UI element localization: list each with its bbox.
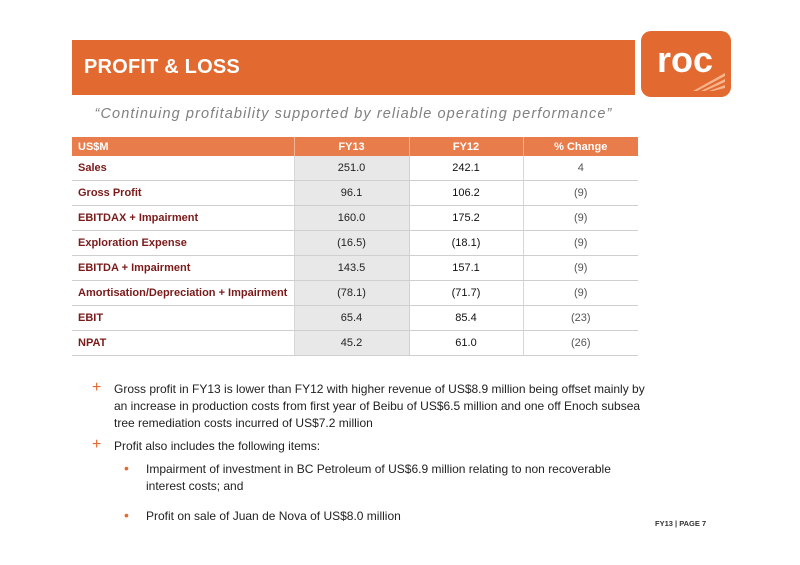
row-label: EBITDA + Impairment: [72, 255, 295, 281]
sub-bullet-juan-de-nova: • Profit on sale of Juan de Nova of US$8…: [124, 507, 652, 525]
table-row-amortisation: Amortisation/Depreciation + Impairment (…: [72, 280, 638, 306]
row-label: EBITDAX + Impairment: [72, 205, 295, 231]
fy13-value: 143.5: [294, 255, 410, 281]
fy12-value: 242.1: [409, 156, 524, 181]
table-row-gross-profit: Gross Profit 96.1 106.2 (9): [72, 180, 638, 206]
sub-bullet-text: Impairment of investment in BC Petroleum…: [146, 462, 611, 493]
table-row-exploration-expense: Exploration Expense (16.5) (18.1) (9): [72, 230, 638, 256]
change-value: (9): [523, 255, 638, 281]
column-header-change: % Change: [523, 137, 638, 156]
row-label: Gross Profit: [72, 180, 295, 206]
row-label: Exploration Expense: [72, 230, 295, 256]
table-row-ebit: EBIT 65.4 85.4 (23): [72, 305, 638, 331]
bullet-text: Gross profit in FY13 is lower than FY12 …: [114, 382, 645, 430]
sub-bullet-impairment: • Impairment of investment in BC Petrole…: [124, 460, 652, 495]
dot-bullet-icon: •: [124, 507, 129, 523]
fy12-value: 61.0: [409, 330, 524, 356]
change-value: (26): [523, 330, 638, 356]
sub-bullet-list: • Impairment of investment in BC Petrole…: [92, 460, 652, 525]
change-value: (9): [523, 230, 638, 256]
change-value: (9): [523, 180, 638, 206]
fy13-value: (78.1): [294, 280, 410, 306]
fy13-value: 251.0: [294, 156, 410, 181]
sub-bullet-text: Profit on sale of Juan de Nova of US$8.0…: [146, 509, 401, 523]
table-row-sales: Sales 251.0 242.1 4: [72, 156, 638, 181]
bullet-gross-profit: + Gross profit in FY13 is lower than FY1…: [92, 379, 652, 432]
fy13-value: 45.2: [294, 330, 410, 356]
row-label: Sales: [72, 156, 295, 181]
bullet-profit-items: + Profit also includes the following ite…: [92, 436, 652, 455]
logo-stripe-1: [693, 73, 725, 91]
fy13-value: 96.1: [294, 180, 410, 206]
title-bar: PROFIT & LOSS: [72, 40, 635, 95]
fy12-value: 157.1: [409, 255, 524, 281]
plus-bullet-icon: +: [92, 436, 102, 453]
fy12-value: 175.2: [409, 205, 524, 231]
table-header-row: US$M FY13 FY12 % Change: [72, 137, 638, 156]
commentary-bullets: + Gross profit in FY13 is lower than FY1…: [92, 379, 652, 538]
row-label: NPAT: [72, 330, 295, 356]
fy13-value: (16.5): [294, 230, 410, 256]
fy13-value: 65.4: [294, 305, 410, 331]
row-label: Amortisation/Depreciation + Impairment: [72, 280, 295, 306]
bullet-text: Profit also includes the following items…: [114, 439, 321, 453]
change-value: (23): [523, 305, 638, 331]
table-row-npat: NPAT 45.2 61.0 (26): [72, 330, 638, 356]
row-label: EBIT: [72, 305, 295, 331]
logo-background: [641, 31, 731, 97]
subtitle-quote: “Continuing profitability supported by r…: [94, 106, 613, 122]
fy12-value: 85.4: [409, 305, 524, 331]
page-title: PROFIT & LOSS: [84, 56, 240, 78]
logo-text: roc: [657, 39, 713, 80]
change-value: 4: [523, 156, 638, 181]
change-value: (9): [523, 205, 638, 231]
fy13-value: 160.0: [294, 205, 410, 231]
fy12-value: (71.7): [409, 280, 524, 306]
table-row-ebitda: EBITDA + Impairment 143.5 157.1 (9): [72, 255, 638, 281]
page-number: FY13 | PAGE 7: [655, 519, 707, 528]
plus-bullet-icon: +: [92, 379, 102, 396]
change-value: (9): [523, 280, 638, 306]
table-row-ebitdax: EBITDAX + Impairment 160.0 175.2 (9): [72, 205, 638, 231]
column-header-fy13: FY13: [294, 137, 410, 156]
column-header-usdm: US$M: [72, 137, 295, 156]
logo-stripe-3: [709, 85, 725, 91]
profit-loss-table: US$M FY13 FY12 % Change Sales 251.0 242.…: [72, 137, 638, 356]
roc-logo: roc: [641, 31, 731, 97]
fy12-value: (18.1): [409, 230, 524, 256]
column-header-fy12: FY12: [409, 137, 524, 156]
logo-stripe-2: [701, 79, 725, 91]
fy12-value: 106.2: [409, 180, 524, 206]
dot-bullet-icon: •: [124, 460, 129, 476]
